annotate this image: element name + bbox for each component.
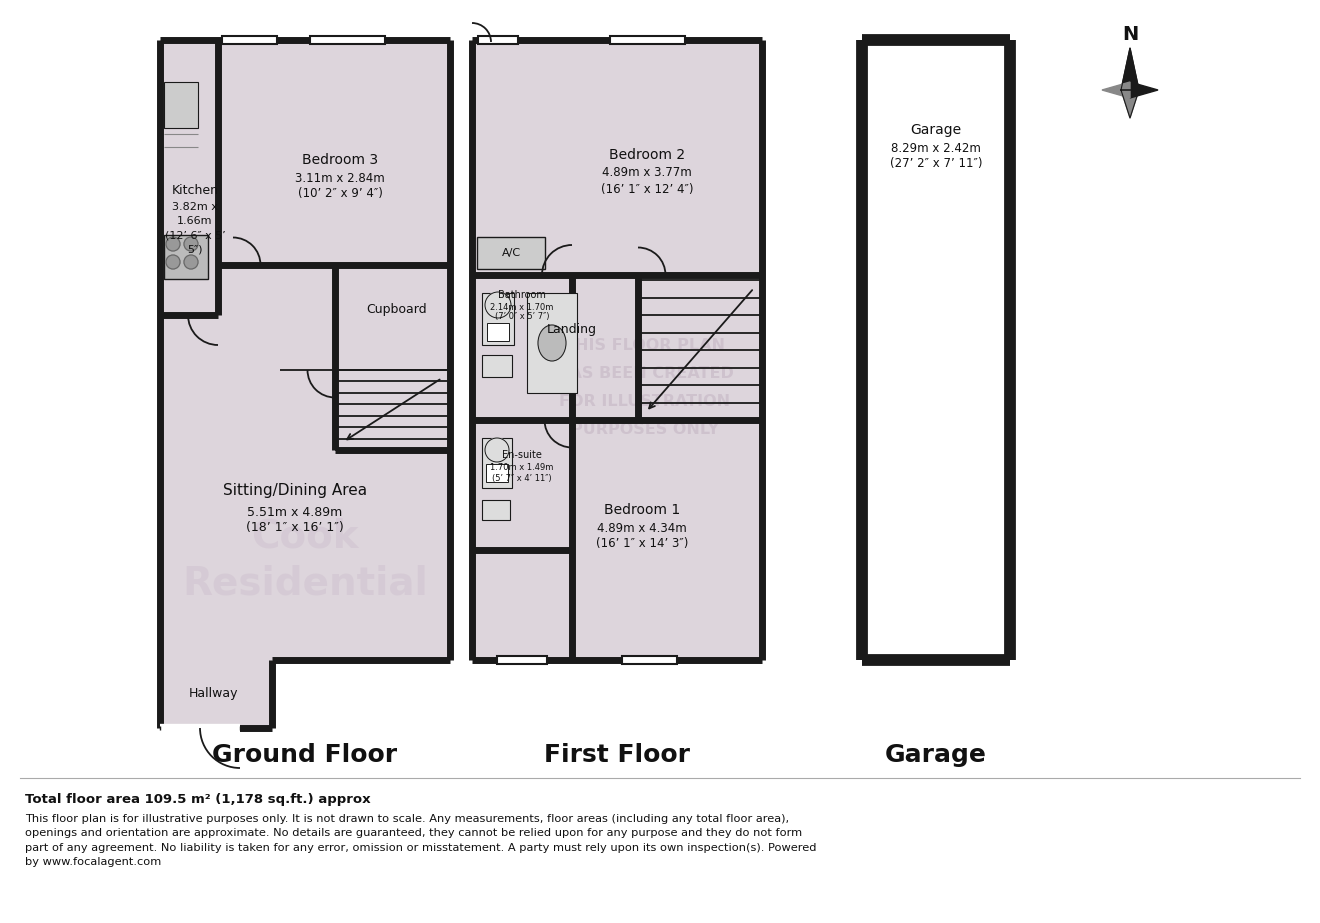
Text: (16’ 1″ x 12’ 4″): (16’ 1″ x 12’ 4″) xyxy=(601,183,693,196)
Text: Bathroom: Bathroom xyxy=(498,290,546,300)
Text: 8.29m x 2.42m: 8.29m x 2.42m xyxy=(891,141,981,154)
Text: 1.66m: 1.66m xyxy=(177,216,213,226)
Text: 4.89m x 3.77m: 4.89m x 3.77m xyxy=(602,166,692,179)
Text: (12’ 6″ x 5’: (12’ 6″ x 5’ xyxy=(165,230,226,240)
Text: This floor plan is for illustrative purposes only. It is not drawn to scale. Any: This floor plan is for illustrative purp… xyxy=(25,814,817,868)
Bar xyxy=(482,438,512,488)
Text: 4.89m x 4.34m: 4.89m x 4.34m xyxy=(597,521,686,534)
Bar xyxy=(478,36,517,44)
Text: THIS FLOOR PLAN: THIS FLOOR PLAN xyxy=(565,338,726,353)
Bar xyxy=(160,660,272,728)
Polygon shape xyxy=(1121,48,1139,90)
Bar xyxy=(310,36,385,44)
Polygon shape xyxy=(1130,82,1158,98)
Circle shape xyxy=(166,237,180,251)
Circle shape xyxy=(166,255,180,269)
Bar xyxy=(482,500,510,520)
Bar xyxy=(482,293,513,345)
Text: Kitchen: Kitchen xyxy=(172,184,219,197)
Text: N: N xyxy=(1122,25,1138,43)
Text: (5’ 7″ x 4’ 11″): (5’ 7″ x 4’ 11″) xyxy=(492,474,552,484)
Text: En-suite: En-suite xyxy=(502,450,543,460)
Text: FOR ILLUSTRATION: FOR ILLUSTRATION xyxy=(560,393,730,409)
Text: Total floor area 109.5 m² (1,178 sq.ft.) approx: Total floor area 109.5 m² (1,178 sq.ft.)… xyxy=(25,793,371,806)
Text: Garage: Garage xyxy=(886,743,987,767)
Text: Bedroom 1: Bedroom 1 xyxy=(603,503,680,517)
Text: Ground Floor: Ground Floor xyxy=(213,743,397,767)
Text: 2.14m x 1.70m: 2.14m x 1.70m xyxy=(490,303,553,311)
Polygon shape xyxy=(1121,90,1139,118)
Text: First Floor: First Floor xyxy=(544,743,690,767)
Bar xyxy=(498,656,546,664)
Circle shape xyxy=(484,438,510,462)
Text: Cupboard: Cupboard xyxy=(367,304,428,317)
Bar xyxy=(527,293,577,393)
Text: HAS BEEN CREATED: HAS BEEN CREATED xyxy=(556,366,734,380)
Text: PURPOSES ONLY: PURPOSES ONLY xyxy=(572,422,719,437)
Text: (7’ 0″ x 5’ 7″): (7’ 0″ x 5’ 7″) xyxy=(495,313,549,321)
Circle shape xyxy=(484,292,511,318)
Text: Cook
Residential: Cook Residential xyxy=(182,518,428,603)
Text: 1.70m x 1.49m: 1.70m x 1.49m xyxy=(490,463,553,473)
Text: Garage: Garage xyxy=(911,123,961,137)
Bar xyxy=(610,36,685,44)
Bar xyxy=(222,36,277,44)
Ellipse shape xyxy=(539,325,566,361)
Text: Sitting/Dining Area: Sitting/Dining Area xyxy=(223,483,367,497)
Text: (16’ 1″ x 14’ 3″): (16’ 1″ x 14’ 3″) xyxy=(595,537,688,550)
Text: Bedroom 3: Bedroom 3 xyxy=(302,153,378,167)
Text: 3.11m x 2.84m: 3.11m x 2.84m xyxy=(296,172,385,185)
Text: Bedroom 2: Bedroom 2 xyxy=(609,148,685,162)
Text: (10’ 2″ x 9’ 4″): (10’ 2″ x 9’ 4″) xyxy=(297,187,383,200)
Bar xyxy=(164,82,198,128)
Polygon shape xyxy=(1102,82,1130,98)
Bar xyxy=(160,40,450,660)
Text: 5.51m x 4.89m: 5.51m x 4.89m xyxy=(247,506,343,519)
Text: 3.82m x: 3.82m x xyxy=(172,202,218,212)
Bar xyxy=(482,355,512,377)
Text: (27’ 2″ x 7’ 11″): (27’ 2″ x 7’ 11″) xyxy=(890,158,982,171)
Bar xyxy=(477,237,545,269)
Text: Landing: Landing xyxy=(546,323,597,337)
Text: A/C: A/C xyxy=(502,248,520,258)
Text: 5″): 5″) xyxy=(187,244,203,254)
Bar xyxy=(486,464,508,482)
Circle shape xyxy=(183,237,198,251)
Text: Hallway: Hallway xyxy=(189,687,238,700)
Bar xyxy=(487,323,510,341)
Bar xyxy=(473,40,762,660)
Bar xyxy=(164,235,209,279)
Bar xyxy=(622,656,677,664)
Text: (18’ 1″ x 16’ 1″): (18’ 1″ x 16’ 1″) xyxy=(246,521,345,534)
Circle shape xyxy=(183,255,198,269)
